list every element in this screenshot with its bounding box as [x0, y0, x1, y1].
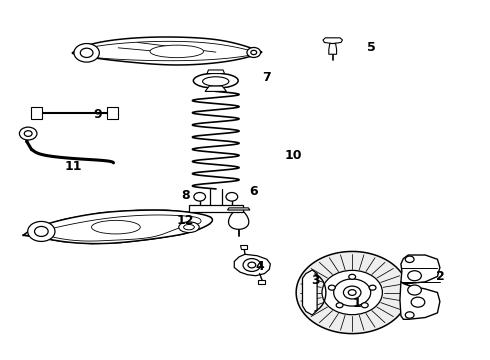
Ellipse shape: [150, 45, 203, 58]
Circle shape: [322, 270, 382, 315]
Circle shape: [20, 127, 37, 140]
Polygon shape: [207, 70, 224, 73]
Polygon shape: [228, 209, 249, 229]
Circle shape: [226, 193, 238, 201]
Ellipse shape: [92, 220, 140, 234]
Circle shape: [408, 285, 421, 295]
Circle shape: [34, 226, 48, 237]
Circle shape: [74, 44, 99, 62]
Polygon shape: [107, 107, 118, 118]
Circle shape: [80, 48, 93, 58]
Text: 12: 12: [177, 213, 195, 226]
Polygon shape: [302, 270, 317, 315]
Circle shape: [349, 274, 356, 279]
Polygon shape: [24, 210, 211, 244]
Circle shape: [248, 262, 256, 268]
Polygon shape: [401, 255, 440, 284]
Text: 3: 3: [311, 274, 320, 287]
Circle shape: [343, 286, 361, 299]
Polygon shape: [296, 251, 408, 334]
Circle shape: [411, 297, 425, 307]
Circle shape: [251, 50, 257, 55]
Ellipse shape: [194, 73, 238, 88]
Ellipse shape: [184, 225, 195, 230]
Text: 11: 11: [65, 160, 82, 173]
Circle shape: [362, 303, 368, 308]
Circle shape: [243, 258, 261, 271]
Circle shape: [348, 290, 356, 296]
Text: 7: 7: [263, 71, 271, 84]
Circle shape: [328, 285, 335, 290]
Polygon shape: [323, 38, 343, 44]
Text: 8: 8: [181, 189, 190, 202]
Text: 4: 4: [255, 260, 264, 273]
Polygon shape: [329, 44, 337, 54]
Text: 10: 10: [285, 149, 302, 162]
Polygon shape: [72, 37, 262, 65]
Polygon shape: [258, 280, 266, 284]
Circle shape: [336, 303, 343, 308]
Text: 9: 9: [94, 108, 102, 121]
Text: 1: 1: [353, 297, 362, 310]
Circle shape: [28, 221, 55, 242]
Text: 5: 5: [368, 41, 376, 54]
Polygon shape: [23, 210, 213, 244]
Text: 2: 2: [436, 270, 444, 283]
Circle shape: [408, 271, 421, 281]
Polygon shape: [205, 86, 226, 91]
Circle shape: [334, 279, 371, 306]
Polygon shape: [240, 245, 247, 249]
Polygon shape: [234, 254, 270, 276]
Polygon shape: [189, 205, 243, 212]
Polygon shape: [30, 107, 42, 118]
Ellipse shape: [179, 222, 199, 233]
Circle shape: [247, 48, 261, 58]
Ellipse shape: [202, 77, 229, 86]
Circle shape: [405, 312, 414, 318]
Text: 6: 6: [249, 185, 258, 198]
Circle shape: [369, 285, 376, 290]
Circle shape: [24, 131, 32, 136]
Polygon shape: [227, 208, 250, 210]
Circle shape: [405, 256, 414, 262]
Polygon shape: [400, 282, 440, 319]
Circle shape: [194, 193, 205, 201]
